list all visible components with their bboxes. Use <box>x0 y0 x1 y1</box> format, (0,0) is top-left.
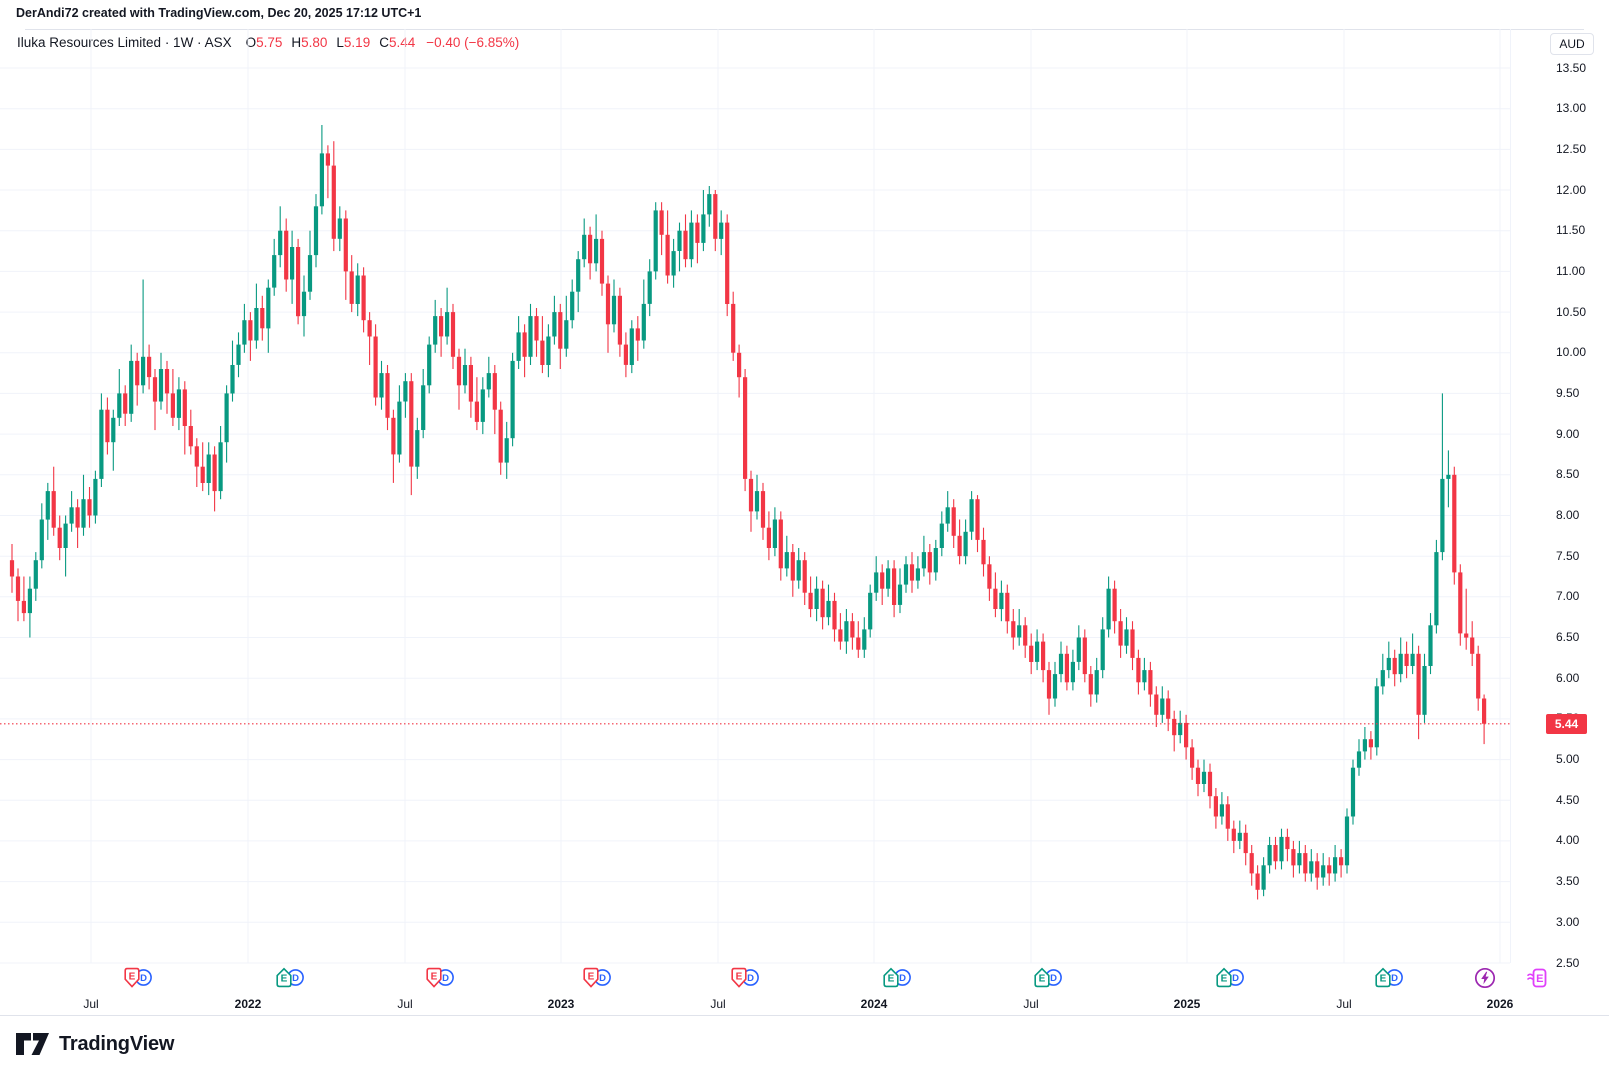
ohlc-item-L: L5.19 <box>336 35 371 50</box>
price-tick-label: 13.50 <box>1556 60 1587 75</box>
price-tick-label: 12.00 <box>1556 182 1587 197</box>
price-tick-label: 13.00 <box>1556 101 1587 116</box>
time-tick-label: Jul <box>1023 997 1039 1011</box>
symbol-title: Iluka Resources Limited · 1W · ASX <box>17 35 232 50</box>
time-tick-label: Jul <box>397 997 413 1011</box>
header-divider <box>25 29 1584 30</box>
earnings-dividend-icon: D E <box>583 967 611 988</box>
tradingview-logo-icon <box>16 1033 49 1055</box>
chart-bottom-border <box>0 1015 1609 1016</box>
event-marker-earnings-dividend[interactable]: D E <box>1033 966 1063 995</box>
price-tick-label: 11.50 <box>1556 223 1586 238</box>
earnings-dividend-icon: D E <box>883 967 911 988</box>
price-tick-label: 3.50 <box>1556 874 1580 889</box>
time-tick-label: Jul <box>83 997 99 1011</box>
price-tick-label: 7.00 <box>1556 589 1580 604</box>
svg-text:D: D <box>140 973 147 984</box>
time-tick-label: 2025 <box>1173 997 1201 1011</box>
ohlc-item-C: C5.44 <box>379 35 416 50</box>
split-event-icon: E <box>1527 968 1547 988</box>
change-value: −0.40 (−6.85%) <box>426 35 520 50</box>
price-tick-label: 4.00 <box>1556 833 1580 848</box>
price-tick-label: 2.50 <box>1556 955 1580 970</box>
event-marker-split[interactable]: E <box>1526 966 1550 995</box>
event-marker-earnings-dividend[interactable]: D E <box>1374 966 1404 995</box>
price-tick-label: 6.50 <box>1556 630 1580 644</box>
price-tick-label: 4.50 <box>1556 792 1580 807</box>
attribution-text: DerAndi72 created with TradingView.com, … <box>16 6 422 20</box>
currency-button[interactable]: AUD <box>1550 33 1594 55</box>
tradingview-logo-text: TradingView <box>59 1032 175 1055</box>
svg-text:D: D <box>292 973 299 984</box>
ohlc-values: O5.75 H5.80 L5.19 C5.44 <box>246 35 425 50</box>
time-tick-label: Jul <box>710 997 726 1011</box>
earnings-dividend-icon: D E <box>1216 967 1244 988</box>
price-tick-label: 10.50 <box>1556 304 1587 319</box>
price-tick-label: 8.00 <box>1556 508 1580 522</box>
price-tick-label: 3.00 <box>1556 914 1580 929</box>
earnings-dividend-icon: D E <box>1375 967 1403 988</box>
ohlc-item-O: O5.75 <box>245 35 283 50</box>
event-marker-earnings-dividend[interactable]: D E <box>275 966 305 995</box>
time-tick-label: 2022 <box>234 997 262 1011</box>
tradingview-logo[interactable]: TradingView <box>16 1032 174 1056</box>
alert-lightning-icon <box>1474 967 1496 989</box>
earnings-dividend-icon: D E <box>124 967 152 988</box>
svg-text:E: E <box>129 971 136 982</box>
price-tick-label: 10.00 <box>1556 345 1587 360</box>
svg-text:E: E <box>1039 974 1046 985</box>
event-marker-earnings-dividend[interactable]: D E <box>1215 966 1245 995</box>
svg-text:E: E <box>1221 974 1228 985</box>
price-tick-label: 5.00 <box>1556 752 1580 767</box>
last-price-label: 5.44 <box>1546 713 1587 734</box>
earnings-dividend-icon: D E <box>276 967 304 988</box>
time-tick-label: 2023 <box>547 997 575 1011</box>
svg-text:D: D <box>1232 973 1239 984</box>
earnings-dividend-icon: D E <box>1034 967 1062 988</box>
svg-text:E: E <box>431 971 438 982</box>
price-tick-label: 7.50 <box>1556 548 1580 563</box>
svg-text:E: E <box>1380 974 1387 985</box>
time-tick-label: 2024 <box>860 997 888 1011</box>
time-tick-label: 2026 <box>1486 997 1514 1011</box>
svg-text:D: D <box>599 973 606 984</box>
svg-text:D: D <box>1391 973 1398 984</box>
price-tick-label: 6.00 <box>1556 670 1580 685</box>
svg-text:E: E <box>736 971 743 982</box>
svg-text:E: E <box>1536 973 1543 985</box>
svg-text:E: E <box>888 974 895 985</box>
price-tick-label: 8.50 <box>1556 467 1580 482</box>
price-tick-label: 12.50 <box>1556 141 1587 156</box>
earnings-dividend-icon: D E <box>731 967 759 988</box>
price-tick-label: 9.50 <box>1556 385 1580 400</box>
price-tick-label: 11.00 <box>1556 263 1586 278</box>
event-marker-earnings-dividend[interactable]: D E <box>882 966 912 995</box>
svg-text:D: D <box>899 973 906 984</box>
svg-text:D: D <box>442 973 449 984</box>
price-tick-label: 9.00 <box>1556 426 1580 441</box>
event-marker-earnings-dividend[interactable]: D E <box>425 966 455 995</box>
svg-text:D: D <box>747 973 754 984</box>
event-marker-earnings-dividend[interactable]: D E <box>123 966 153 995</box>
svg-text:E: E <box>588 971 595 982</box>
svg-text:D: D <box>1050 973 1057 984</box>
svg-text:E: E <box>281 974 288 985</box>
event-marker-earnings-dividend[interactable]: D E <box>582 966 612 995</box>
time-tick-label: Jul <box>1336 997 1352 1011</box>
event-marker-alert[interactable] <box>1473 966 1497 995</box>
price-axis-separator <box>1510 29 1511 963</box>
earnings-dividend-icon: D E <box>426 967 454 988</box>
event-marker-earnings-dividend[interactable]: D E <box>730 966 760 995</box>
symbol-legend: Iluka Resources Limited · 1W · ASX O5.75… <box>17 35 519 50</box>
ohlc-item-H: H5.80 <box>291 35 328 50</box>
